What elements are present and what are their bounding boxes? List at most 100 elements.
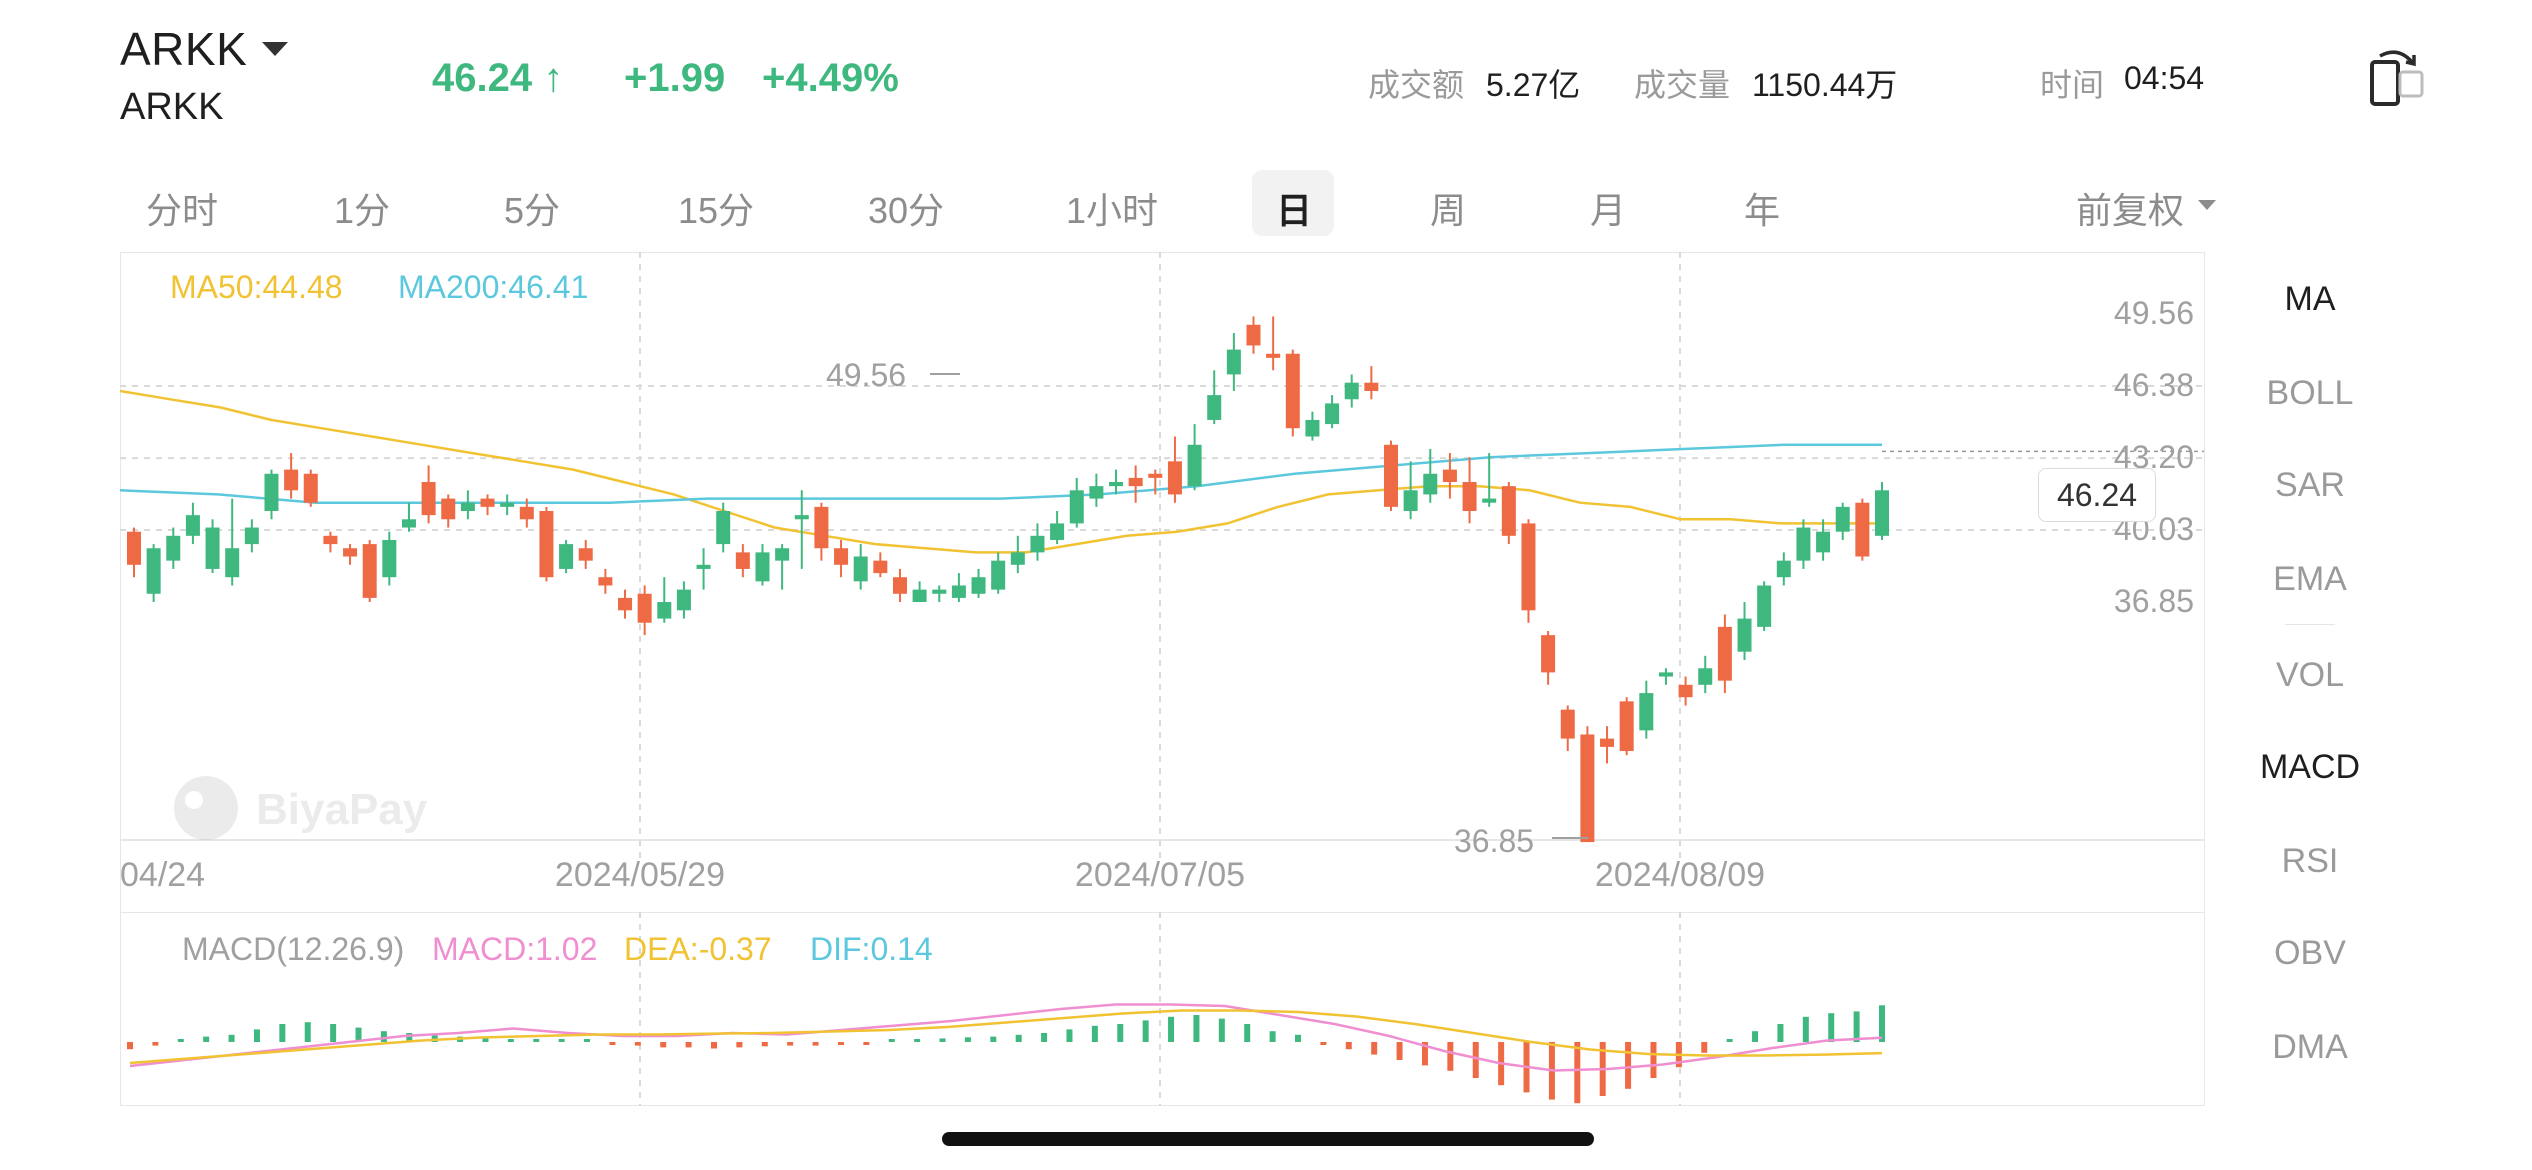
candle-up <box>912 581 927 603</box>
indicator-vol[interactable]: VOL <box>2275 656 2345 694</box>
candle-body <box>303 473 318 503</box>
candle-up <box>1796 519 1811 569</box>
candle-up <box>971 568 986 598</box>
macd-histogram-bar <box>127 1042 133 1050</box>
candle-body <box>657 602 672 619</box>
tab-30min[interactable]: 30分 <box>868 190 945 231</box>
candle-body <box>637 593 652 623</box>
candle-body <box>401 519 416 528</box>
macd-histogram-bar <box>660 1042 667 1048</box>
price-tick-label: 49.56 <box>2114 295 2194 331</box>
candle-body <box>1305 419 1320 437</box>
candle-down <box>1148 469 1163 495</box>
macd-histogram-bar <box>152 1042 159 1046</box>
candle-down <box>1246 316 1261 354</box>
macd-grid <box>639 912 1681 1106</box>
candle-down <box>1717 614 1732 694</box>
price-adjust-select[interactable]: 前复权 <box>2076 190 2185 231</box>
candle-up <box>1816 519 1831 561</box>
candle-body <box>1639 693 1654 731</box>
chevron-down-icon[interactable] <box>2198 200 2216 210</box>
candle-up <box>225 498 240 586</box>
candle-down <box>834 539 849 578</box>
candle-down <box>892 568 907 603</box>
candle-down <box>1521 519 1536 623</box>
candle-up <box>1207 370 1222 425</box>
tab-intraday[interactable]: 分时 <box>146 190 219 231</box>
tab-year[interactable]: 年 <box>1744 190 1781 231</box>
tab-month[interactable]: 月 <box>1590 190 1627 231</box>
macd-lines <box>129 1003 1883 1072</box>
candle-down <box>1128 465 1143 503</box>
macd-histogram-bar <box>355 1027 362 1042</box>
candle-up <box>1010 535 1025 574</box>
indicator-menu: MA BOLL SAR EMA VOL MACD RSI OBV DMA <box>2204 252 2415 1106</box>
candle-body <box>539 510 554 578</box>
candle-up <box>1776 552 1791 586</box>
indicator-ma[interactable]: MA <box>2284 280 2336 318</box>
candle-up <box>853 544 868 590</box>
candle-up <box>146 544 161 603</box>
candle-body <box>323 535 338 545</box>
macd-line <box>129 1003 1883 1072</box>
candle-body <box>1207 395 1222 420</box>
share-rotate-icon[interactable] <box>2368 48 2426 110</box>
candle-body <box>932 589 947 594</box>
indicator-boll[interactable]: BOLL <box>2266 374 2354 412</box>
low-price-marker: 36.85 <box>1454 823 1534 859</box>
candle-body <box>1757 585 1772 627</box>
macd-histogram-bar <box>1472 1042 1479 1078</box>
home-indicator-bar[interactable] <box>942 1132 1594 1146</box>
tab-1hour[interactable]: 1小时 <box>1066 190 1159 231</box>
indicator-dma[interactable]: DMA <box>2272 1028 2348 1066</box>
macd-histogram-bar <box>1269 1031 1276 1042</box>
candle-down <box>814 502 829 561</box>
candle-body <box>1776 560 1791 578</box>
macd-histogram-bar <box>939 1038 946 1042</box>
candle-up <box>1698 655 1713 694</box>
candle-body <box>1128 477 1143 487</box>
turnover-label: 成交额 <box>1368 67 1465 103</box>
candle-body <box>775 548 790 561</box>
candle-up <box>1069 477 1084 528</box>
indicator-obv[interactable]: OBV <box>2274 934 2346 972</box>
candle-body <box>480 498 495 507</box>
candle-up <box>401 502 416 532</box>
candle-up <box>1050 510 1065 545</box>
candle-down <box>598 568 613 594</box>
ticker-symbol[interactable]: ARKK <box>120 23 248 75</box>
indicator-divider <box>2285 624 2335 625</box>
high-price-marker: 49.56 <box>826 357 906 393</box>
candle-body <box>1383 444 1398 507</box>
tab-week[interactable]: 周 <box>1430 190 1467 231</box>
macd-chart[interactable]: MACD(12.26.9) MACD:1.02 DEA:-0.37 DIF:0.… <box>120 912 2204 1106</box>
macd-histogram-bar <box>203 1036 210 1042</box>
ticker-dropdown-icon[interactable] <box>262 42 288 56</box>
indicator-sar[interactable]: SAR <box>2275 466 2345 504</box>
ma50-line <box>120 389 1882 554</box>
macd-histogram-bar <box>177 1039 184 1042</box>
indicator-macd[interactable]: MACD <box>2259 748 2361 786</box>
tab-day[interactable]: 日 <box>1276 190 1313 231</box>
candle-body <box>1403 490 1418 511</box>
tab-5min[interactable]: 5分 <box>504 190 561 231</box>
macd-params-legend: MACD(12.26.9) <box>182 931 404 967</box>
candle-up <box>244 519 259 553</box>
indicator-rsi[interactable]: RSI <box>2281 842 2339 880</box>
macd-histogram-bar <box>736 1042 743 1048</box>
macd-histogram-bar <box>837 1042 844 1045</box>
macd-histogram-bar <box>1345 1042 1352 1050</box>
candle-down <box>1462 457 1477 524</box>
macd-histogram-bar <box>888 1039 895 1042</box>
indicator-ema[interactable]: EMA <box>2273 560 2347 598</box>
candle-body <box>1678 684 1693 698</box>
candle-body <box>1148 473 1163 478</box>
ma50-legend: MA50:44.48 <box>170 269 343 305</box>
tab-15min[interactable]: 15分 <box>678 190 755 231</box>
candle-body <box>1226 349 1241 375</box>
candle-body <box>1658 672 1673 677</box>
candle-body <box>578 548 593 561</box>
tab-1min[interactable]: 1分 <box>334 190 391 231</box>
candle-down <box>1501 482 1516 545</box>
